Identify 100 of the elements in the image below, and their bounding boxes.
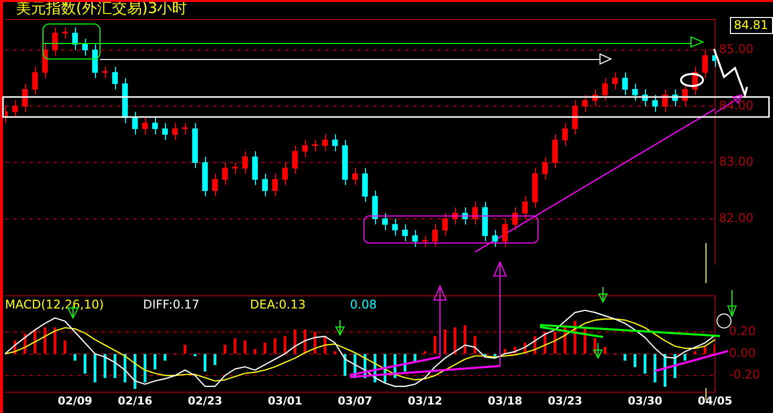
candlestick [322,134,328,152]
bar [334,351,336,354]
candlestick [682,83,688,107]
candlestick [252,150,258,186]
y-tick-label: -0.20 [729,368,760,382]
bar [74,354,76,361]
candlestick [502,218,508,248]
bar [244,340,246,354]
candlestick [512,207,518,231]
x-tick-label: 03/30 [628,394,663,408]
bar [144,354,146,382]
bar [204,354,206,372]
candlestick [422,235,428,248]
candlestick [632,83,638,102]
candlestick [142,116,148,135]
bar [194,354,196,356]
bar [54,327,56,354]
candlestick [542,156,548,180]
bar [654,354,656,382]
candlestick [92,44,98,79]
candlestick [662,88,668,112]
bar [684,354,686,361]
candlestick [282,162,288,186]
candlestick [432,224,438,248]
y-tick-label: 0.00 [729,346,756,360]
candlestick [522,196,528,220]
bar [234,338,236,354]
candlestick [42,44,48,79]
bar [314,332,316,354]
candlestick [602,78,608,102]
candlestick [442,212,448,236]
bar [634,354,636,368]
annotation: DIFF:0.17 [143,297,200,312]
bar [94,354,96,382]
x-tick-label: 03/01 [268,394,302,408]
candlestick [702,49,708,79]
bar [104,354,106,378]
text: 84.81 [734,18,768,32]
candlestick [612,72,618,90]
bar [664,354,666,387]
candlestick [232,162,238,174]
bar [444,330,446,354]
bar [424,351,426,354]
candlestick [562,122,568,146]
candlestick [32,66,38,96]
bar [294,330,296,354]
x-tick-label: 03/07 [338,394,372,408]
candlestick [52,26,58,56]
bar [694,351,696,354]
bar [624,354,626,361]
y-tick-label: 85.00 [719,42,754,56]
bar [454,327,456,354]
candlestick [62,26,68,40]
candlestick [212,173,218,197]
candlestick [572,100,578,135]
candlestick [262,173,268,197]
bar [154,354,156,370]
candlestick [272,173,278,197]
bar [464,325,466,354]
bar [254,349,256,354]
candlestick [82,38,88,56]
candlestick [302,139,308,158]
candlestick [412,230,418,248]
candlestick [162,122,168,140]
candlestick [72,26,78,50]
candlestick [312,139,318,152]
x-tick-label: 02/23 [188,394,222,408]
bar [184,344,186,354]
candlestick [382,212,388,231]
candlestick [12,100,18,118]
candlestick [372,190,378,225]
bar [284,336,286,354]
bar [64,340,66,354]
candlestick [652,94,658,112]
annotation: 0.08 [350,297,377,312]
bar [84,354,86,374]
bar [274,338,276,354]
y-tick-label: 0.20 [729,324,756,338]
candlestick [102,66,108,79]
bar [164,354,166,361]
bar [114,354,116,378]
candlestick [332,134,338,152]
candlestick [492,230,498,248]
bar [434,336,436,354]
annotation: MACD(12,26,10) [5,297,104,312]
bar [704,346,706,354]
x-tick-label: 03/23 [548,394,582,408]
bar [264,342,266,354]
candlestick [22,83,28,112]
bar [554,332,556,354]
bar [214,354,216,365]
candlestick [352,168,358,186]
bar [224,344,226,354]
candlestick [222,162,228,186]
candlestick [552,134,558,169]
y-tick-label: 83.00 [719,154,754,169]
candlestick [472,201,478,225]
x-tick-label: 03/12 [408,394,442,408]
candlestick [132,111,138,135]
bar [504,349,506,354]
